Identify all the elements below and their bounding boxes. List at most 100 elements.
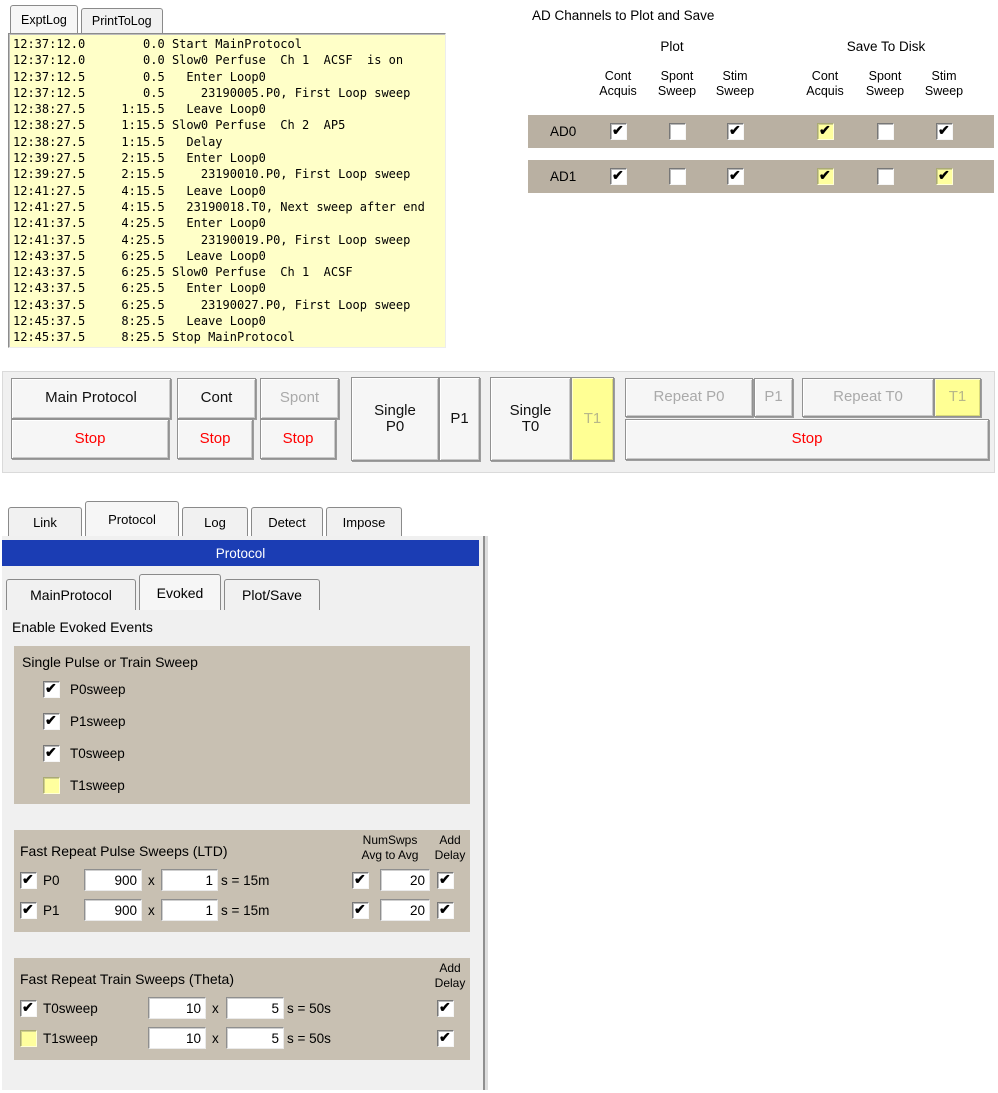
tab-exptlog-label: ExptLog — [21, 12, 67, 27]
checkbox-theta-t0sweep[interactable] — [20, 999, 37, 1017]
checkbox-ad0-save-stim[interactable] — [936, 122, 953, 140]
subtab-mainprotocol-label: MainProtocol — [30, 587, 112, 603]
ltd-p0-duration-field[interactable] — [161, 869, 218, 891]
tab-protocol-label: Protocol — [108, 511, 156, 527]
checkbox-ad1-save-stim[interactable] — [936, 167, 953, 185]
ltd-p0-numswps-field[interactable] — [380, 869, 430, 891]
tab-link[interactable]: Link — [8, 507, 82, 536]
theta-group: Fast Repeat Train Sweeps (Theta) Add Del… — [14, 958, 470, 1060]
main-protocol-button[interactable]: Main Protocol — [11, 378, 171, 419]
t1sweep-label: T1sweep — [70, 778, 125, 793]
checkbox-ad1-save-spont[interactable] — [877, 168, 894, 185]
p0sweep-label: P0sweep — [70, 682, 126, 697]
p1-button[interactable]: P1 — [439, 377, 480, 461]
checkbox-ltd-p0-delay[interactable] — [437, 871, 454, 889]
log-panel: ExptLog PrintToLog 12:37:12.0 0.0 Start … — [6, 2, 446, 350]
subtab-evoked-label: Evoked — [156, 584, 204, 601]
ltd-p1-numswps-field[interactable] — [380, 899, 430, 921]
checkbox-ltd-p0-avg[interactable] — [352, 871, 369, 889]
theta-t1sweep-label: T1sweep — [43, 1031, 98, 1046]
spont-button[interactable]: Spont — [260, 378, 339, 419]
theta-t1-count-field[interactable] — [148, 1027, 206, 1049]
repeat-t1-button[interactable]: T1 — [934, 378, 981, 417]
single-pulse-train-group: Single Pulse or Train Sweep P0sweep P1sw… — [14, 646, 470, 804]
tab-log[interactable]: Log — [182, 507, 248, 536]
tab-impose-label: Impose — [342, 514, 386, 530]
checkbox-ad0-plot-spont[interactable] — [669, 123, 686, 140]
theta-t0-times-label: x — [212, 1001, 219, 1016]
spont-stop-button[interactable]: Stop — [260, 419, 336, 459]
col-header-save-spont: Spont Sweep — [865, 69, 905, 98]
checkbox-ltd-p1-delay[interactable] — [437, 901, 454, 919]
ltd-p1-result-label: s = 15m — [221, 903, 270, 918]
plot-header: Plot — [660, 39, 684, 54]
checkbox-ad0-save-cont[interactable] — [817, 122, 834, 140]
ltd-p1-count-field[interactable] — [84, 899, 142, 921]
ad-panel-title: AD Channels to Plot and Save — [532, 8, 715, 23]
checkbox-ad1-plot-stim[interactable] — [727, 167, 744, 185]
col-header-plot-stim: Stim Sweep — [715, 69, 755, 98]
checkbox-ad0-plot-cont[interactable] — [610, 122, 627, 140]
theta-t1-duration-field[interactable] — [226, 1027, 284, 1049]
tab-detect[interactable]: Detect — [251, 507, 323, 536]
checkbox-theta-t1sweep[interactable] — [20, 1030, 37, 1047]
col-header-plot-spont: Spont Sweep — [657, 69, 697, 98]
checkbox-p0sweep[interactable] — [43, 680, 60, 698]
subtab-evoked[interactable]: Evoked — [139, 574, 221, 610]
checkbox-t1sweep[interactable] — [43, 777, 60, 794]
experiment-log-output[interactable]: 12:37:12.0 0.0 Start MainProtocol 12:37:… — [8, 33, 446, 348]
ltd-p1-label: P1 — [43, 903, 60, 918]
tab-link-label: Link — [33, 514, 57, 530]
col-header-save-stim: Stim Sweep — [924, 69, 964, 98]
checkbox-ltd-p0[interactable] — [20, 871, 37, 889]
theta-group-title: Fast Repeat Train Sweeps (Theta) — [20, 971, 234, 987]
single-p0-button[interactable]: Single P0 — [351, 377, 439, 461]
ltd-group: Fast Repeat Pulse Sweeps (LTD) NumSwps A… — [14, 830, 470, 932]
cont-button[interactable]: Cont — [177, 378, 256, 419]
checkbox-ad0-plot-stim[interactable] — [727, 122, 744, 140]
checkbox-ad1-plot-spont[interactable] — [669, 168, 686, 185]
add-delay-column-header: Add Delay — [434, 833, 466, 862]
checkbox-ltd-p1[interactable] — [20, 901, 37, 919]
t0sweep-label: T0sweep — [70, 746, 125, 761]
checkbox-theta-t1-delay[interactable] — [437, 1029, 454, 1047]
ad1-row: AD1 — [528, 160, 994, 193]
theta-t1-result-label: s = 50s — [287, 1031, 331, 1046]
subtab-mainprotocol[interactable]: MainProtocol — [6, 579, 136, 610]
avg-column-header: NumSwps Avg to Avg — [361, 833, 419, 862]
main-protocol-stop-button[interactable]: Stop — [11, 419, 169, 459]
tab-exptlog[interactable]: ExptLog — [10, 5, 78, 33]
protocol-panel-body: Protocol MainProtocol Evoked Plot/Save E… — [2, 536, 485, 1090]
theta-t0-count-field[interactable] — [148, 997, 206, 1019]
protocol-section-header: Protocol — [2, 540, 479, 566]
tab-printtolog[interactable]: PrintToLog — [80, 8, 163, 33]
single-t0-button[interactable]: Single T0 — [490, 377, 571, 461]
ad0-label: AD0 — [550, 124, 577, 139]
checkbox-ad0-save-spont[interactable] — [877, 123, 894, 140]
tab-protocol[interactable]: Protocol — [85, 501, 179, 536]
checkbox-theta-t0-delay[interactable] — [437, 999, 454, 1017]
single-pulse-train-title: Single Pulse or Train Sweep — [22, 654, 198, 670]
checkbox-ad1-save-cont[interactable] — [817, 167, 834, 185]
col-header-save-cont: Cont Acquis — [806, 69, 844, 98]
repeat-t0-button[interactable]: Repeat T0 — [802, 378, 934, 417]
theta-add-delay-header: Add Delay — [434, 961, 466, 990]
theta-t0-duration-field[interactable] — [226, 997, 284, 1019]
checkbox-ad1-plot-cont[interactable] — [610, 167, 627, 185]
cont-stop-button[interactable]: Stop — [177, 419, 253, 459]
checkbox-ltd-p1-avg[interactable] — [352, 901, 369, 919]
ltd-p1-times-label: x — [148, 903, 155, 918]
checkbox-t0sweep[interactable] — [43, 744, 60, 762]
ltd-p0-label: P0 — [43, 873, 60, 888]
repeat-stop-button[interactable]: Stop — [625, 419, 989, 460]
repeat-p1-button[interactable]: P1 — [754, 378, 793, 417]
ltd-p0-count-field[interactable] — [84, 869, 142, 891]
repeat-p0-button[interactable]: Repeat P0 — [625, 378, 753, 417]
ltd-p0-times-label: x — [148, 873, 155, 888]
subtab-plotsave[interactable]: Plot/Save — [224, 579, 320, 610]
ltd-p1-duration-field[interactable] — [161, 899, 218, 921]
tab-impose[interactable]: Impose — [326, 507, 402, 536]
protocol-section-header-label: Protocol — [215, 545, 266, 561]
checkbox-p1sweep[interactable] — [43, 712, 60, 730]
t1-button[interactable]: T1 — [571, 377, 614, 461]
